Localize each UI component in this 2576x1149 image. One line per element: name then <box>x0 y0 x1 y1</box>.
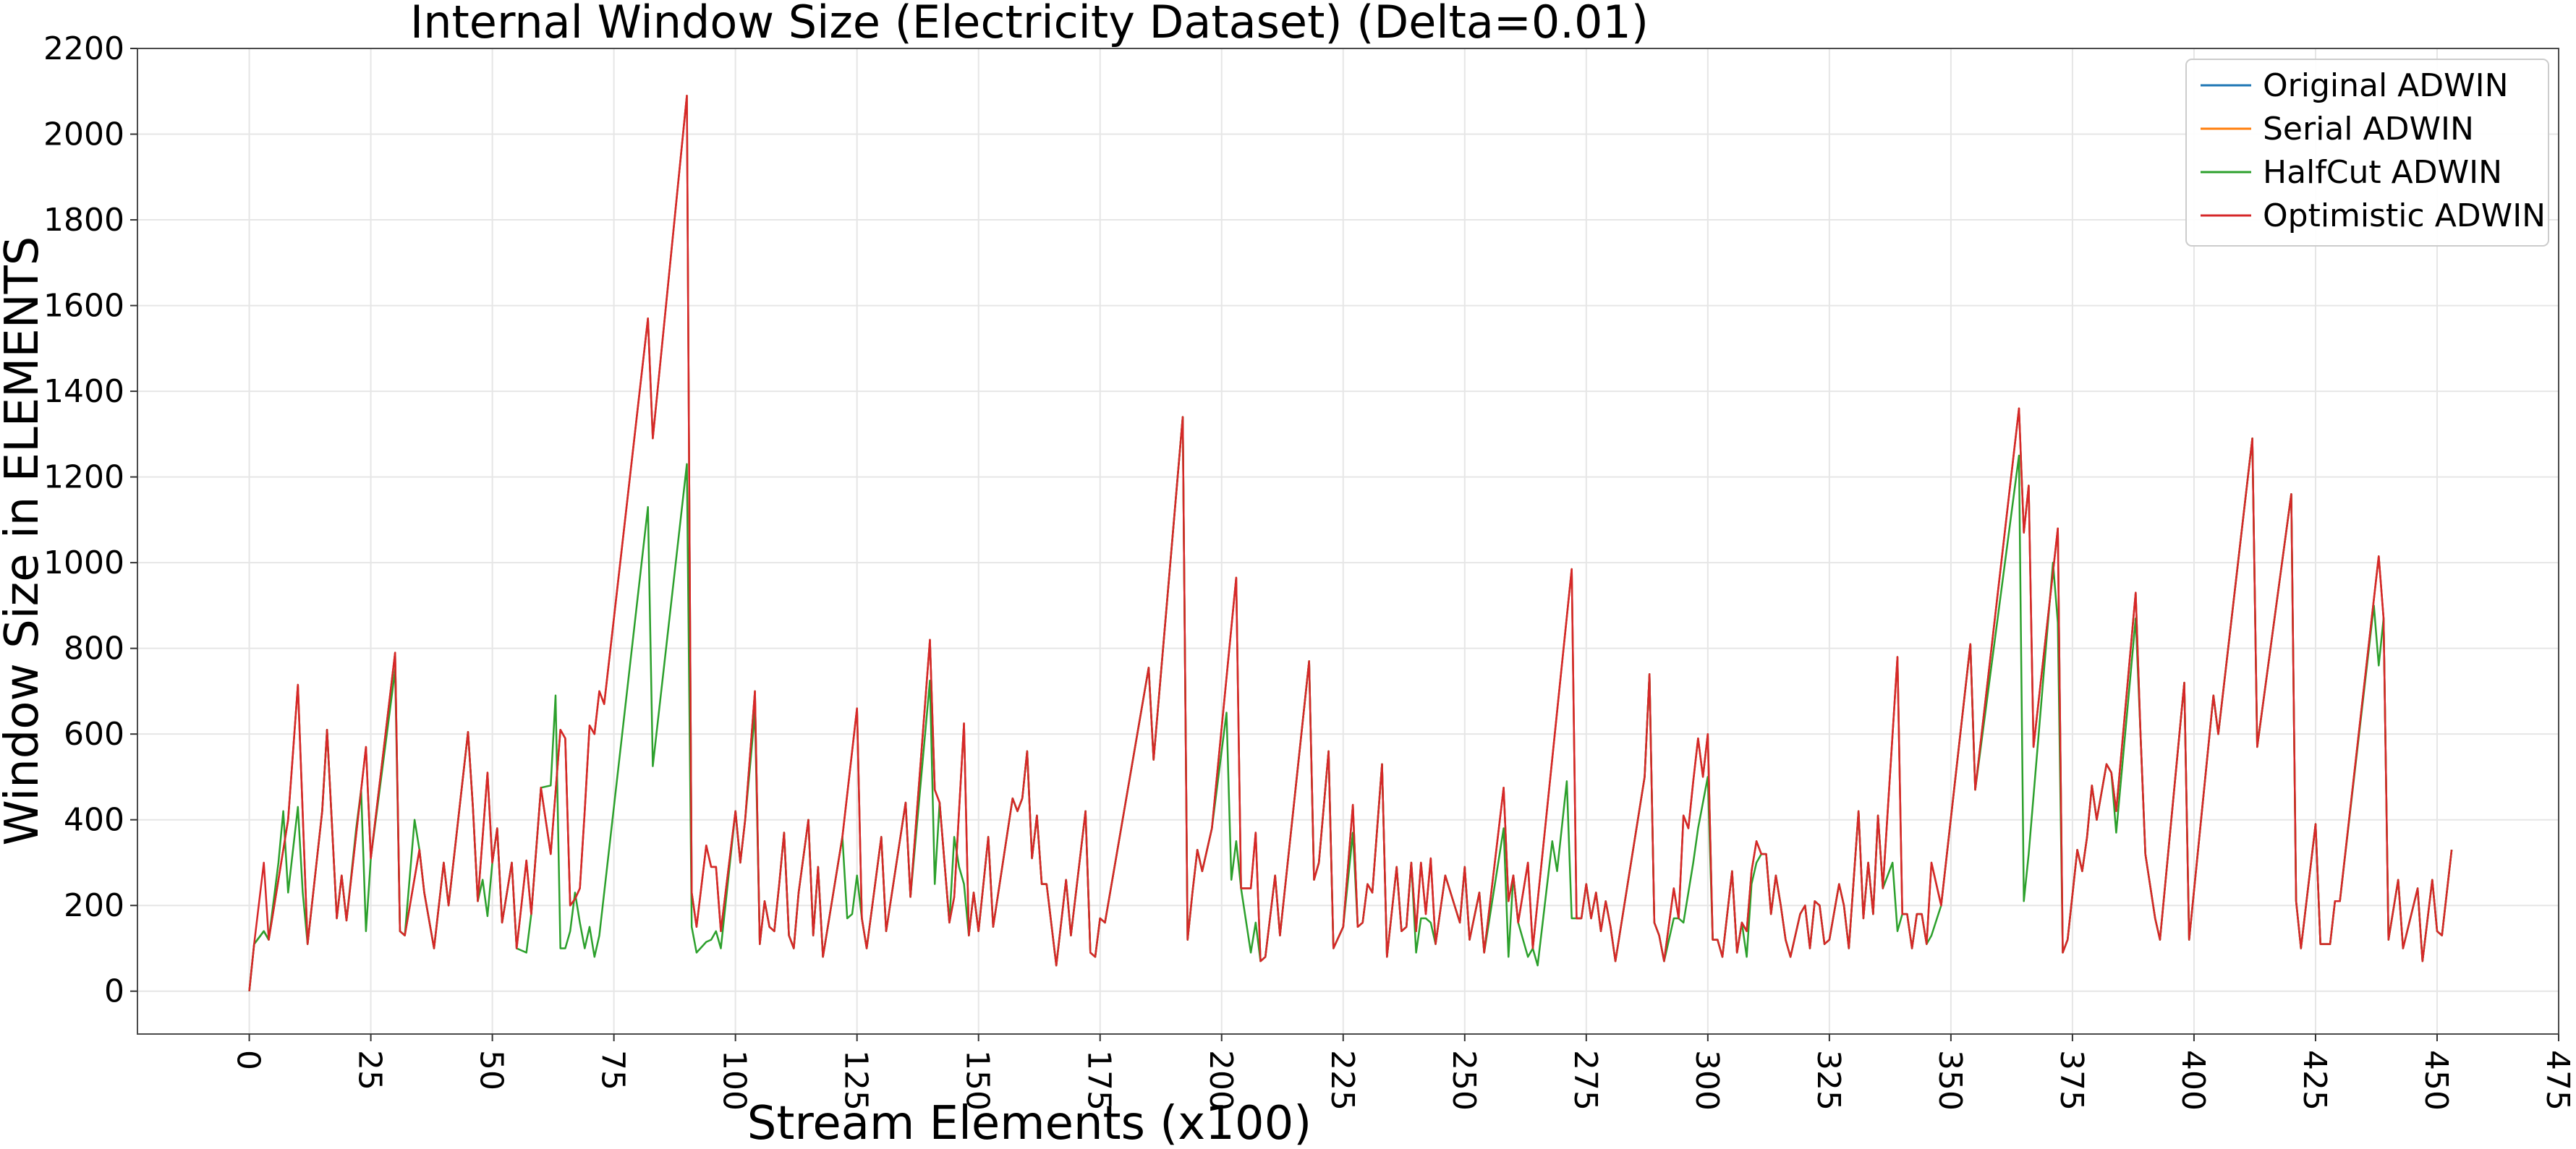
y-tick-label: 2200 <box>43 30 124 67</box>
x-tick-label: 375 <box>2053 1050 2090 1111</box>
x-tick-label: 0 <box>230 1050 267 1070</box>
y-tick-label: 400 <box>64 802 124 839</box>
x-tick-label: 350 <box>1931 1050 1968 1111</box>
legend-label: HalfCut ADWIN <box>2263 154 2502 191</box>
y-tick-label: 1200 <box>43 459 124 496</box>
x-tick-label: 50 <box>473 1050 510 1090</box>
x-tick-label: 200 <box>1202 1050 1239 1111</box>
x-tick-label: 150 <box>959 1050 996 1111</box>
chart-title: Internal Window Size (Electricity Datase… <box>410 0 1649 48</box>
legend-label: Serial ADWIN <box>2263 111 2474 148</box>
x-tick-label: 400 <box>2175 1050 2211 1111</box>
y-tick-label: 600 <box>64 716 124 753</box>
y-tick-label: 1800 <box>43 202 124 239</box>
x-tick-label: 300 <box>1688 1050 1725 1111</box>
x-tick-label: 225 <box>1324 1050 1361 1111</box>
y-axis-label: Window Size in ELEMENTS <box>0 236 49 846</box>
y-tick-label: 2000 <box>43 116 124 153</box>
series-lines <box>248 94 2453 991</box>
x-tick-label: 275 <box>1567 1050 1604 1111</box>
series-line-optimistic-adwin <box>248 94 2453 991</box>
y-tick-label: 1600 <box>43 288 124 325</box>
x-tick-label: 425 <box>2296 1050 2333 1111</box>
x-tick-label: 175 <box>1081 1050 1118 1111</box>
legend-label: Optimistic ADWIN <box>2263 197 2546 234</box>
x-tick-label: 450 <box>2418 1050 2454 1111</box>
legend-box <box>2185 59 2549 247</box>
y-tick-label: 0 <box>104 973 124 1010</box>
y-tick-label: 1400 <box>43 373 124 410</box>
x-axis-label: Stream Elements (x100) <box>747 1097 1312 1149</box>
x-tick-label: 325 <box>1810 1050 1847 1111</box>
x-tick-label: 250 <box>1445 1050 1482 1111</box>
y-tick-label: 800 <box>64 631 124 667</box>
x-tick-label: 125 <box>838 1050 875 1111</box>
x-tick-label: 75 <box>595 1050 632 1090</box>
axis-ticks: 0200400600800100012001400160018002000220… <box>43 30 2576 1111</box>
x-tick-label: 25 <box>352 1050 388 1090</box>
y-tick-label: 1000 <box>43 544 124 581</box>
plot-frame <box>137 48 2559 1035</box>
legend: Original ADWIN Serial ADWIN HalfCut ADWIN O… <box>2185 59 2549 247</box>
x-tick-label: 100 <box>716 1050 753 1111</box>
legend-label: Original ADWIN <box>2263 67 2509 104</box>
y-tick-label: 200 <box>64 887 124 924</box>
x-tick-label: 475 <box>2539 1050 2576 1111</box>
